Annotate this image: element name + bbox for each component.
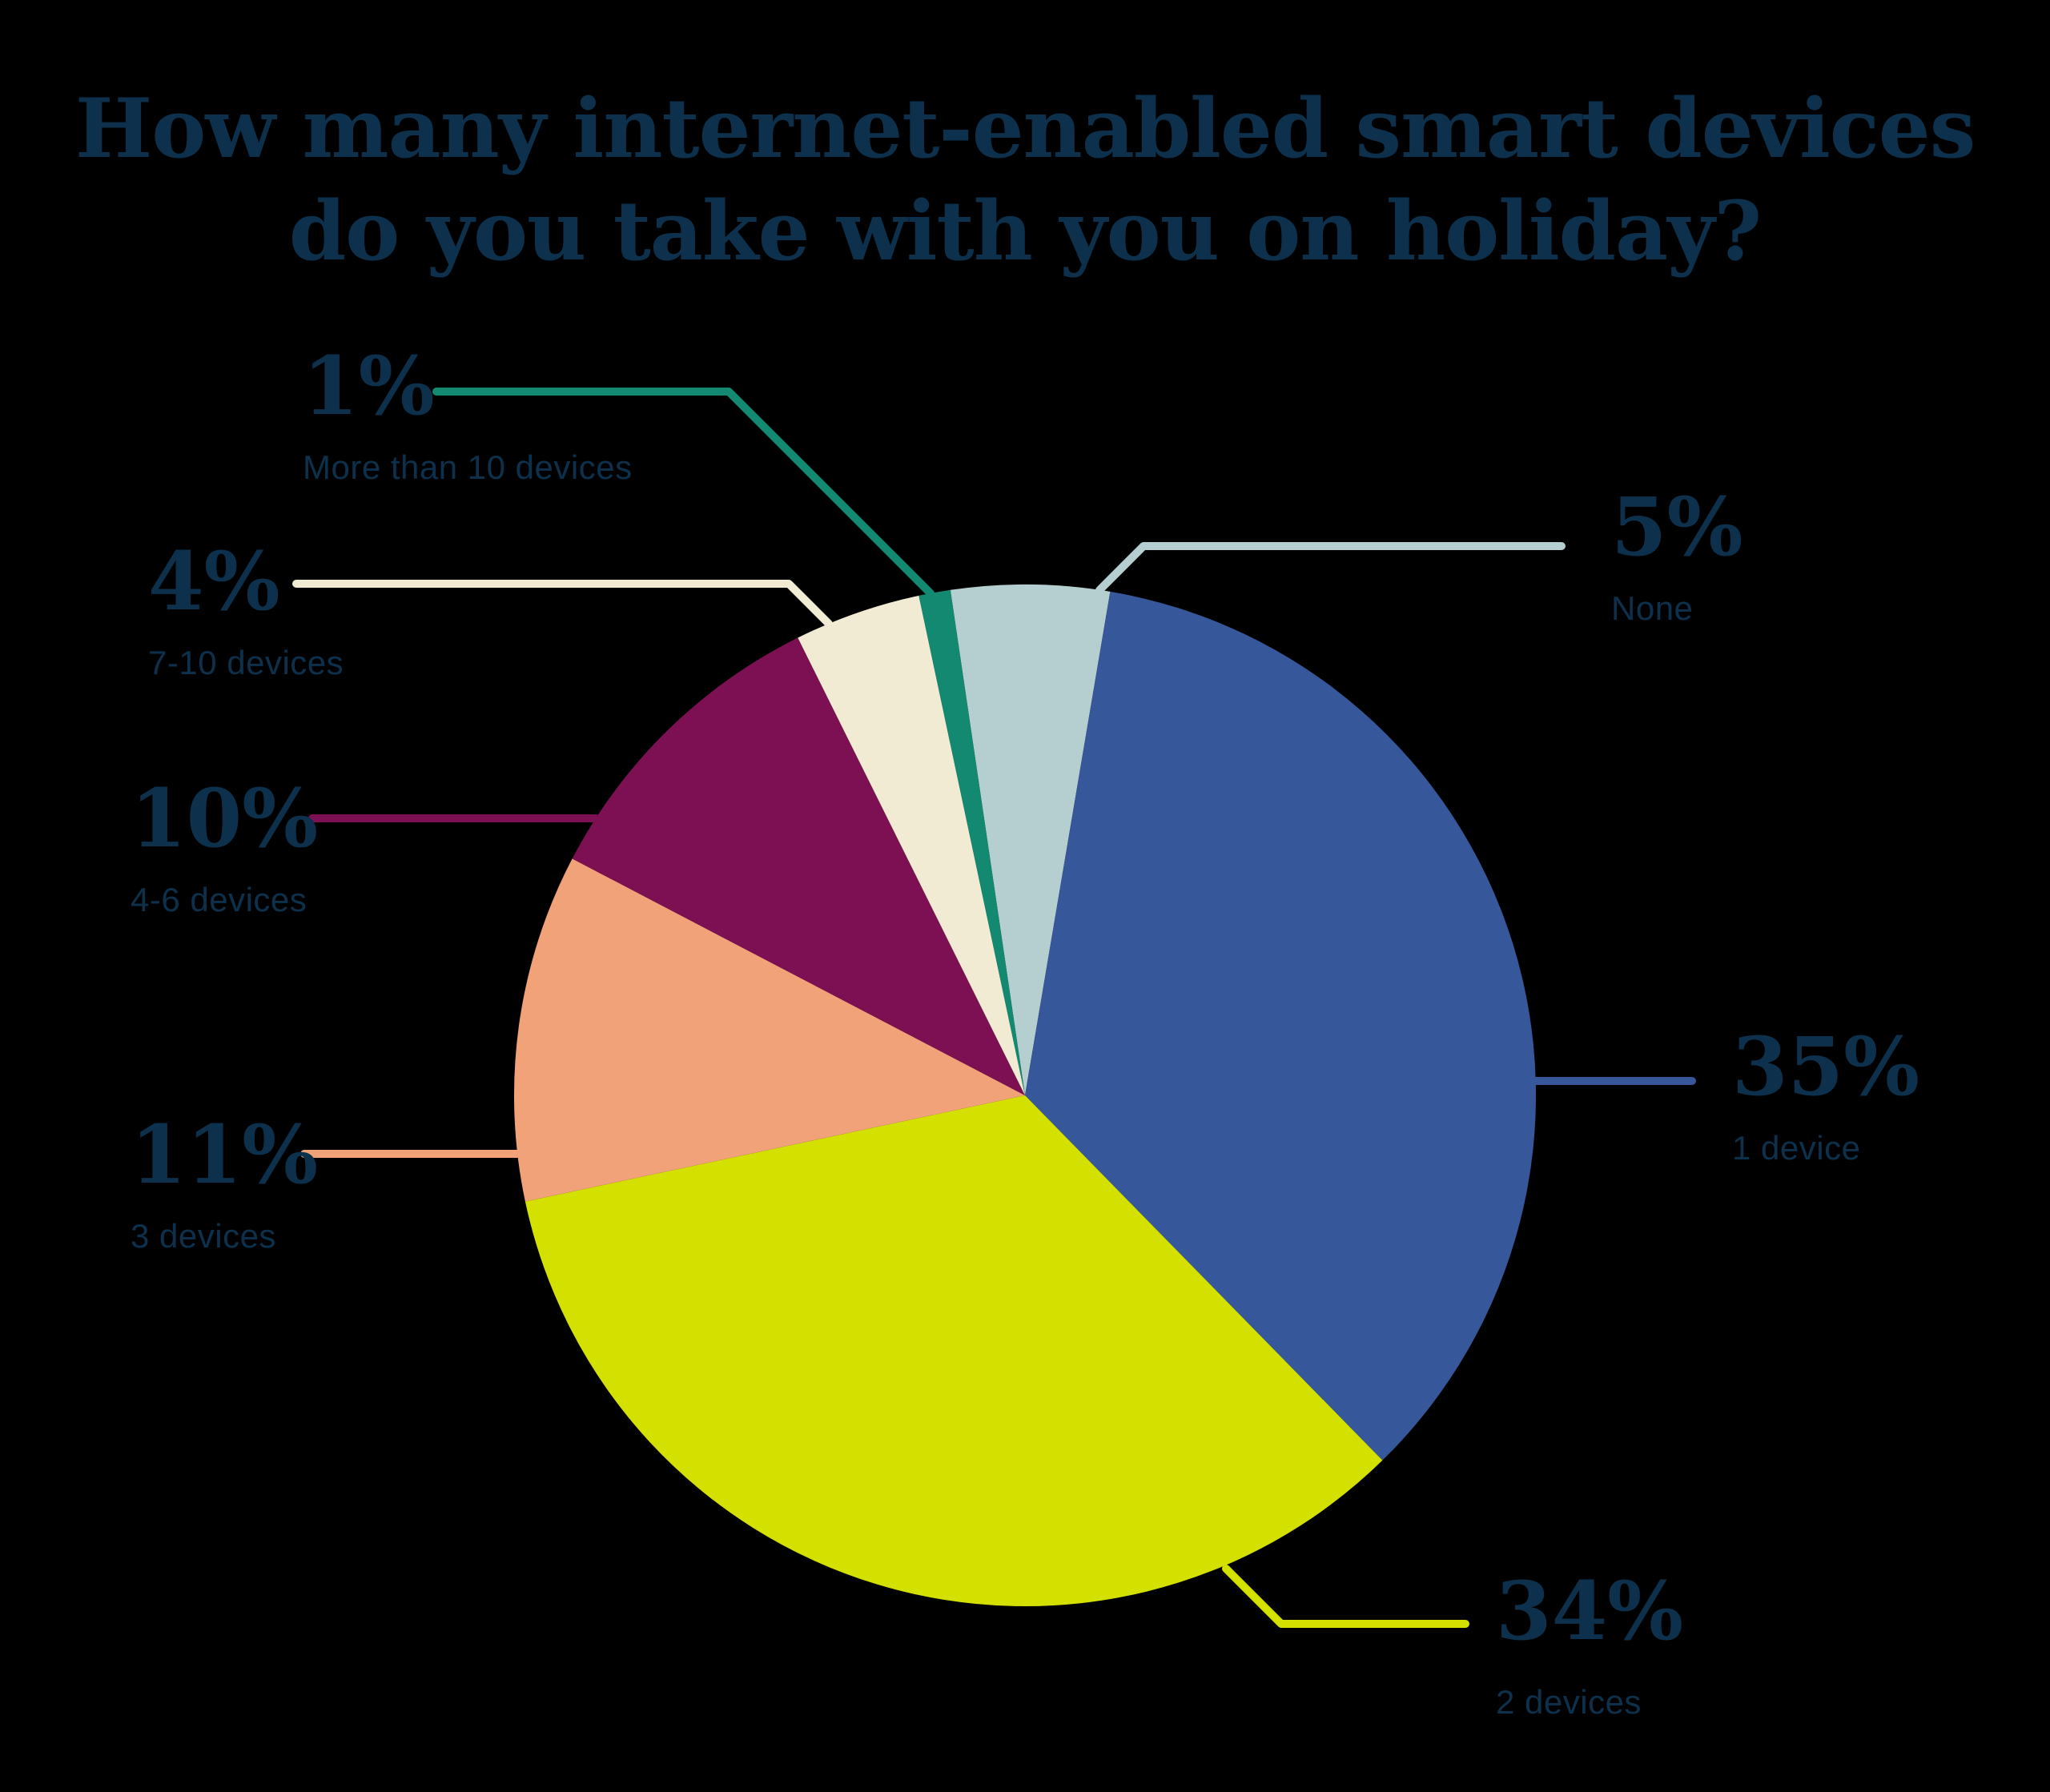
callout-7-10-devices: 4% 7-10 devices <box>148 541 344 682</box>
slice-name: 2 devices <box>1496 1683 1642 1721</box>
callout-none: 5% None <box>1611 487 1743 628</box>
pie-slice-none <box>950 584 1111 1095</box>
leader-line-2-devices <box>1222 1565 1469 1628</box>
slice-name: 7-10 devices <box>148 644 344 681</box>
chart-title-line-2: do you take with you on holiday? <box>288 183 1762 279</box>
chart-title: How many internet-enabled smart devices … <box>0 78 2050 283</box>
pct-value: 35% <box>1732 1019 1920 1114</box>
slice-name: None <box>1611 589 1694 627</box>
callout-more-than-10-devices: 1% More than 10 devices <box>303 346 633 487</box>
pie-slice-7-10-devices <box>798 595 1025 1095</box>
pct-value: 5% <box>1611 480 1743 574</box>
leader-line-none <box>1095 542 1566 594</box>
slice-name: 4-6 devices <box>131 881 308 918</box>
leader-line-7-10-devices <box>292 580 833 628</box>
callout-1-device: 35% 1 device <box>1732 1027 1919 1167</box>
pct-value: 1% <box>303 339 435 433</box>
pie-slice-4-6-devices <box>572 637 1025 1095</box>
callout-2-devices: 34% 2 devices <box>1496 1571 1683 1722</box>
pct-value: 10% <box>131 771 319 866</box>
pie-slice-more-than-10-devices <box>918 589 1025 1095</box>
pie-slice-2-devices <box>525 1095 1383 1607</box>
chart-title-line-1: How many internet-enabled smart devices <box>74 81 1976 178</box>
leader-line-more-than-10-devices <box>432 388 935 597</box>
slice-name: 3 devices <box>131 1217 276 1255</box>
slice-name: More than 10 devices <box>303 448 633 486</box>
pie-slice-1-device <box>1025 591 1537 1461</box>
slice-name: 1 device <box>1732 1129 1861 1167</box>
pie-slice-3-devices <box>513 858 1025 1202</box>
pct-value: 4% <box>148 534 280 629</box>
callout-3-devices: 11% 3 devices <box>131 1115 318 1256</box>
callout-4-6-devices: 10% 4-6 devices <box>131 778 318 919</box>
pct-value: 34% <box>1496 1564 1684 1658</box>
pct-value: 11% <box>131 1107 319 1202</box>
